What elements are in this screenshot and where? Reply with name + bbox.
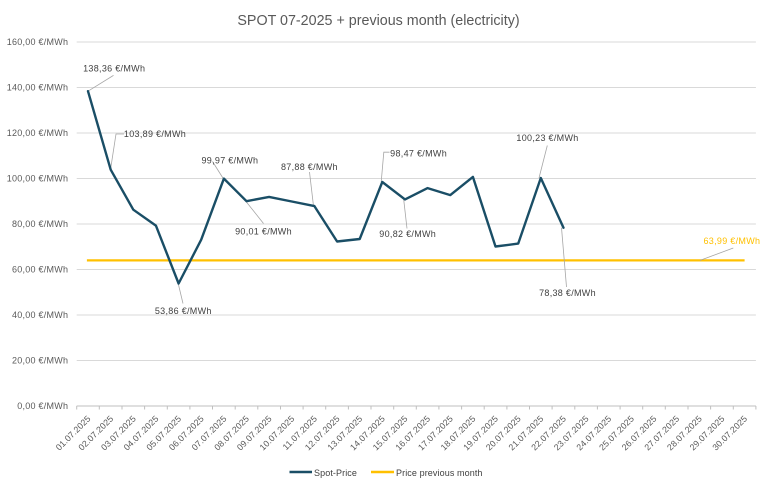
svg-text:Price previous month: Price previous month <box>396 468 483 478</box>
svg-text:20,00 €/MWh: 20,00 €/MWh <box>12 356 68 366</box>
svg-text:80,00 €/MWh: 80,00 €/MWh <box>12 219 68 229</box>
svg-text:87,88 €/MWh: 87,88 €/MWh <box>281 162 338 172</box>
svg-text:103,89 €/MWh: 103,89 €/MWh <box>124 129 186 139</box>
svg-text:SPOT 07-2025 + previous month: SPOT 07-2025 + previous month (electrici… <box>237 13 519 29</box>
svg-text:100,23 €/MWh: 100,23 €/MWh <box>516 133 578 143</box>
svg-text:98,47 €/MWh: 98,47 €/MWh <box>390 149 447 159</box>
svg-text:0,00 €/MWh: 0,00 €/MWh <box>17 401 68 411</box>
svg-text:90,82 €/MWh: 90,82 €/MWh <box>379 229 436 239</box>
svg-text:Spot-Price: Spot-Price <box>314 468 357 478</box>
svg-text:40,00 €/MWh: 40,00 €/MWh <box>12 310 68 320</box>
svg-text:90,01 €/MWh: 90,01 €/MWh <box>235 227 292 237</box>
svg-text:78,38 €/MWh: 78,38 €/MWh <box>539 288 596 298</box>
svg-text:63,99 €/MWh: 63,99 €/MWh <box>703 236 760 246</box>
svg-text:60,00 €/MWh: 60,00 €/MWh <box>12 265 68 275</box>
svg-text:100,00 €/MWh: 100,00 €/MWh <box>7 174 69 184</box>
svg-text:140,00 €/MWh: 140,00 €/MWh <box>7 83 69 93</box>
svg-text:99,97 €/MWh: 99,97 €/MWh <box>201 156 258 166</box>
svg-text:53,86 €/MWh: 53,86 €/MWh <box>155 306 212 316</box>
svg-text:160,00 €/MWh: 160,00 €/MWh <box>7 37 69 47</box>
svg-text:138,36 €/MWh: 138,36 €/MWh <box>83 64 145 74</box>
svg-text:120,00 €/MWh: 120,00 €/MWh <box>7 128 69 138</box>
